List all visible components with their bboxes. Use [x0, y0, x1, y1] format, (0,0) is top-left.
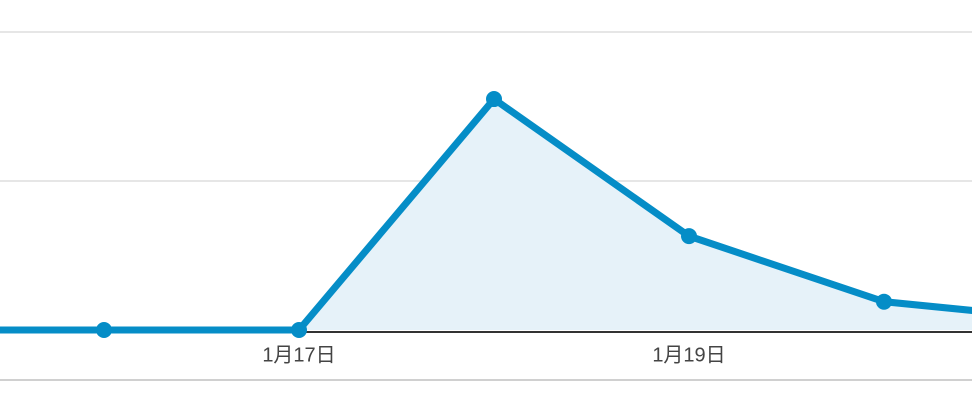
- point: [96, 322, 112, 338]
- x-tick-label: 1月17日: [262, 344, 335, 366]
- point: [486, 91, 502, 108]
- point: [876, 293, 892, 310]
- point: [291, 322, 307, 338]
- x-tick-label: 1月19日: [652, 344, 725, 366]
- area-fill: [0, 99, 972, 330]
- point: [681, 228, 697, 245]
